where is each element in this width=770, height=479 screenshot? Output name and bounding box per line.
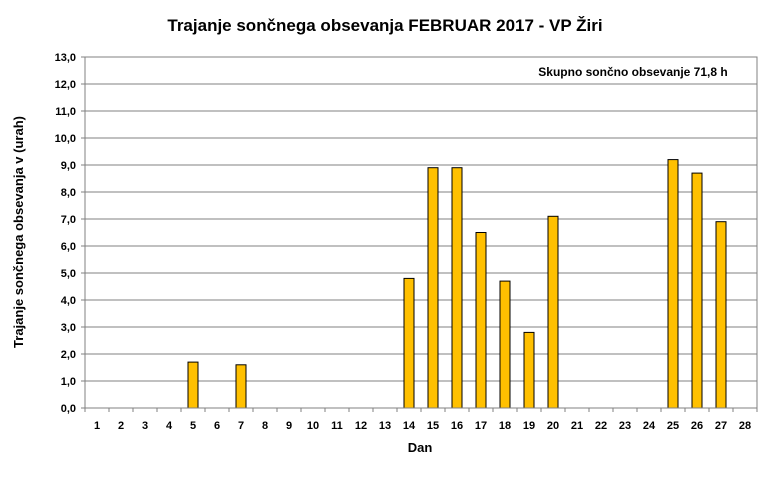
x-tick-label: 24 bbox=[643, 420, 656, 432]
total-sunshine-annotation: Skupno sončno obsevanje 71,8 h bbox=[538, 65, 727, 79]
bar-day-19 bbox=[523, 331, 535, 409]
y-tick-labels: 0,0 1,0 2,0 3,0 4,0 5,0 6,0 7,0 8,0 9,0 10,0 11,0 12… bbox=[55, 52, 76, 415]
x-tick-label: 19 bbox=[523, 420, 535, 432]
x-tick-label: 4 bbox=[166, 420, 173, 432]
y-tick-label: 8,0 bbox=[61, 187, 76, 199]
x-tick-label: 8 bbox=[262, 420, 268, 432]
bar-day-20 bbox=[547, 215, 559, 409]
y-tick-label: 13,0 bbox=[55, 52, 76, 64]
x-tick-label: 14 bbox=[403, 420, 416, 432]
x-tick-label: 23 bbox=[619, 420, 631, 432]
plot-frame bbox=[84, 56, 758, 409]
x-tick-label: 7 bbox=[238, 420, 244, 432]
y-tick-label: 11,0 bbox=[55, 106, 76, 118]
x-tick-label: 6 bbox=[214, 420, 220, 432]
x-tick-label: 15 bbox=[427, 420, 439, 432]
bar-day-18 bbox=[499, 280, 511, 409]
x-tick-label: 21 bbox=[571, 420, 583, 432]
y-tick-label: 0,0 bbox=[61, 403, 76, 415]
y-tick-label: 2,0 bbox=[61, 349, 76, 361]
x-tick-label: 22 bbox=[595, 420, 607, 432]
chart-title: Trajanje sončnega obsevanja FEBRUAR 2017… bbox=[167, 16, 602, 35]
bar-day-5 bbox=[187, 361, 199, 409]
bar-day-27 bbox=[715, 221, 727, 409]
y-tick-label: 5,0 bbox=[61, 268, 76, 280]
x-tick-label: 28 bbox=[739, 420, 751, 432]
bar-day-7 bbox=[235, 364, 247, 409]
y-tick-label: 12,0 bbox=[55, 79, 76, 91]
y-tick-label: 6,0 bbox=[61, 241, 76, 253]
x-tick-label: 3 bbox=[142, 420, 148, 432]
x-tick-label: 12 bbox=[355, 420, 367, 432]
x-tick-label: 2 bbox=[118, 420, 124, 432]
x-tick-label: 5 bbox=[190, 420, 196, 432]
x-tick-label: 25 bbox=[667, 420, 679, 432]
x-tick-label: 20 bbox=[547, 420, 559, 432]
bar-day-14 bbox=[403, 277, 415, 409]
y-tick-label: 9,0 bbox=[61, 160, 76, 172]
bar-day-26 bbox=[691, 172, 703, 409]
bar-day-25 bbox=[667, 159, 679, 409]
grid-layer bbox=[81, 56, 758, 412]
y-tick-label: 3,0 bbox=[61, 322, 76, 334]
bar-day-17 bbox=[475, 232, 487, 409]
x-tick-label: 10 bbox=[307, 420, 319, 432]
bar-day-16 bbox=[451, 167, 463, 409]
y-tick-label: 4,0 bbox=[61, 295, 76, 307]
x-tick-label: 27 bbox=[715, 420, 727, 432]
x-tick-label: 1 bbox=[94, 420, 100, 432]
x-tick-labels: 1 2 3 4 5 6 7 8 9 10 11 12 13 14 15 16 17 18 19 20 21 22 23 24 2… bbox=[94, 420, 751, 432]
bar-layer bbox=[187, 159, 727, 409]
x-tick-label: 13 bbox=[379, 420, 391, 432]
x-tick-label: 26 bbox=[691, 420, 703, 432]
y-tick-label: 7,0 bbox=[61, 214, 76, 226]
x-tick-label: 9 bbox=[286, 420, 292, 432]
y-tick-label: 10,0 bbox=[55, 133, 76, 145]
x-tick-label: 16 bbox=[451, 420, 463, 432]
bar-day-15 bbox=[427, 167, 439, 409]
x-tick-label: 18 bbox=[499, 420, 511, 432]
y-axis-label: Trajanje sončnega obsevanja v (urah) bbox=[11, 116, 26, 348]
y-tick-label: 1,0 bbox=[61, 376, 76, 388]
x-axis-label: Dan bbox=[408, 440, 433, 455]
x-tick-label: 11 bbox=[331, 420, 343, 432]
x-tick-label: 17 bbox=[475, 420, 487, 432]
